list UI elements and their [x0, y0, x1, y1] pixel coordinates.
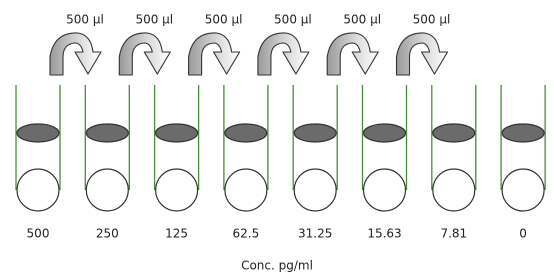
transfer-label: 500 µl — [274, 13, 312, 27]
tube: 7.81 — [432, 85, 476, 241]
arrows: 500 µl 500 µl 500 µl 500 µl 500 µl 500 µl — [50, 13, 450, 76]
transfer-label: 500 µl — [205, 13, 243, 27]
concentration-label: 0 — [519, 227, 527, 241]
tube-bottom — [17, 169, 59, 211]
transfer-label: 500 µl — [343, 13, 381, 27]
transfer-arrow — [50, 33, 101, 75]
concentration-label: 125 — [165, 227, 188, 241]
sample — [225, 124, 267, 142]
transfer-label: 500 µl — [135, 13, 173, 27]
tube: 500 — [16, 85, 60, 241]
concentration-label: 31.25 — [298, 227, 332, 241]
concentration-label: 62.5 — [233, 227, 260, 241]
tube-bottom — [433, 169, 475, 211]
concentration-label: 500 — [27, 227, 50, 241]
transfer-arrow — [258, 33, 309, 75]
tube: 125 — [155, 85, 199, 241]
transfer-arrow — [189, 33, 240, 75]
axis-label: Conc. pg/ml — [241, 259, 313, 273]
tube-bottom — [502, 169, 544, 211]
tube: 0 — [501, 85, 545, 241]
concentration-label: 250 — [96, 227, 119, 241]
transfer-arrow — [327, 33, 378, 75]
tube: 15.63 — [363, 85, 407, 241]
tube: 31.25 — [293, 85, 337, 241]
tube-bottom — [156, 169, 198, 211]
sample — [17, 124, 59, 142]
sample — [156, 124, 198, 142]
sample — [433, 124, 475, 142]
tube-bottom — [225, 169, 267, 211]
tube-bottom — [294, 169, 336, 211]
transfer-label: 500 µl — [413, 13, 451, 27]
sample — [294, 124, 336, 142]
transfer-arrow — [397, 33, 448, 75]
tubes: 500 250 125 62.5 31.25 15.63 7.81 0 — [16, 85, 545, 241]
tube-bottom — [364, 169, 406, 211]
sample — [502, 124, 544, 142]
concentration-label: 7.81 — [440, 227, 467, 241]
concentration-label: 15.63 — [367, 227, 401, 241]
sample — [86, 124, 128, 142]
transfer-label: 500 µl — [66, 13, 104, 27]
tube: 250 — [85, 85, 129, 241]
tube-bottom — [86, 169, 128, 211]
sample — [364, 124, 406, 142]
dilution-diagram: 50025012562.531.2515.637.810 500 µl500 µ… — [0, 0, 554, 276]
tube: 62.5 — [224, 85, 268, 241]
transfer-arrow — [119, 33, 170, 75]
